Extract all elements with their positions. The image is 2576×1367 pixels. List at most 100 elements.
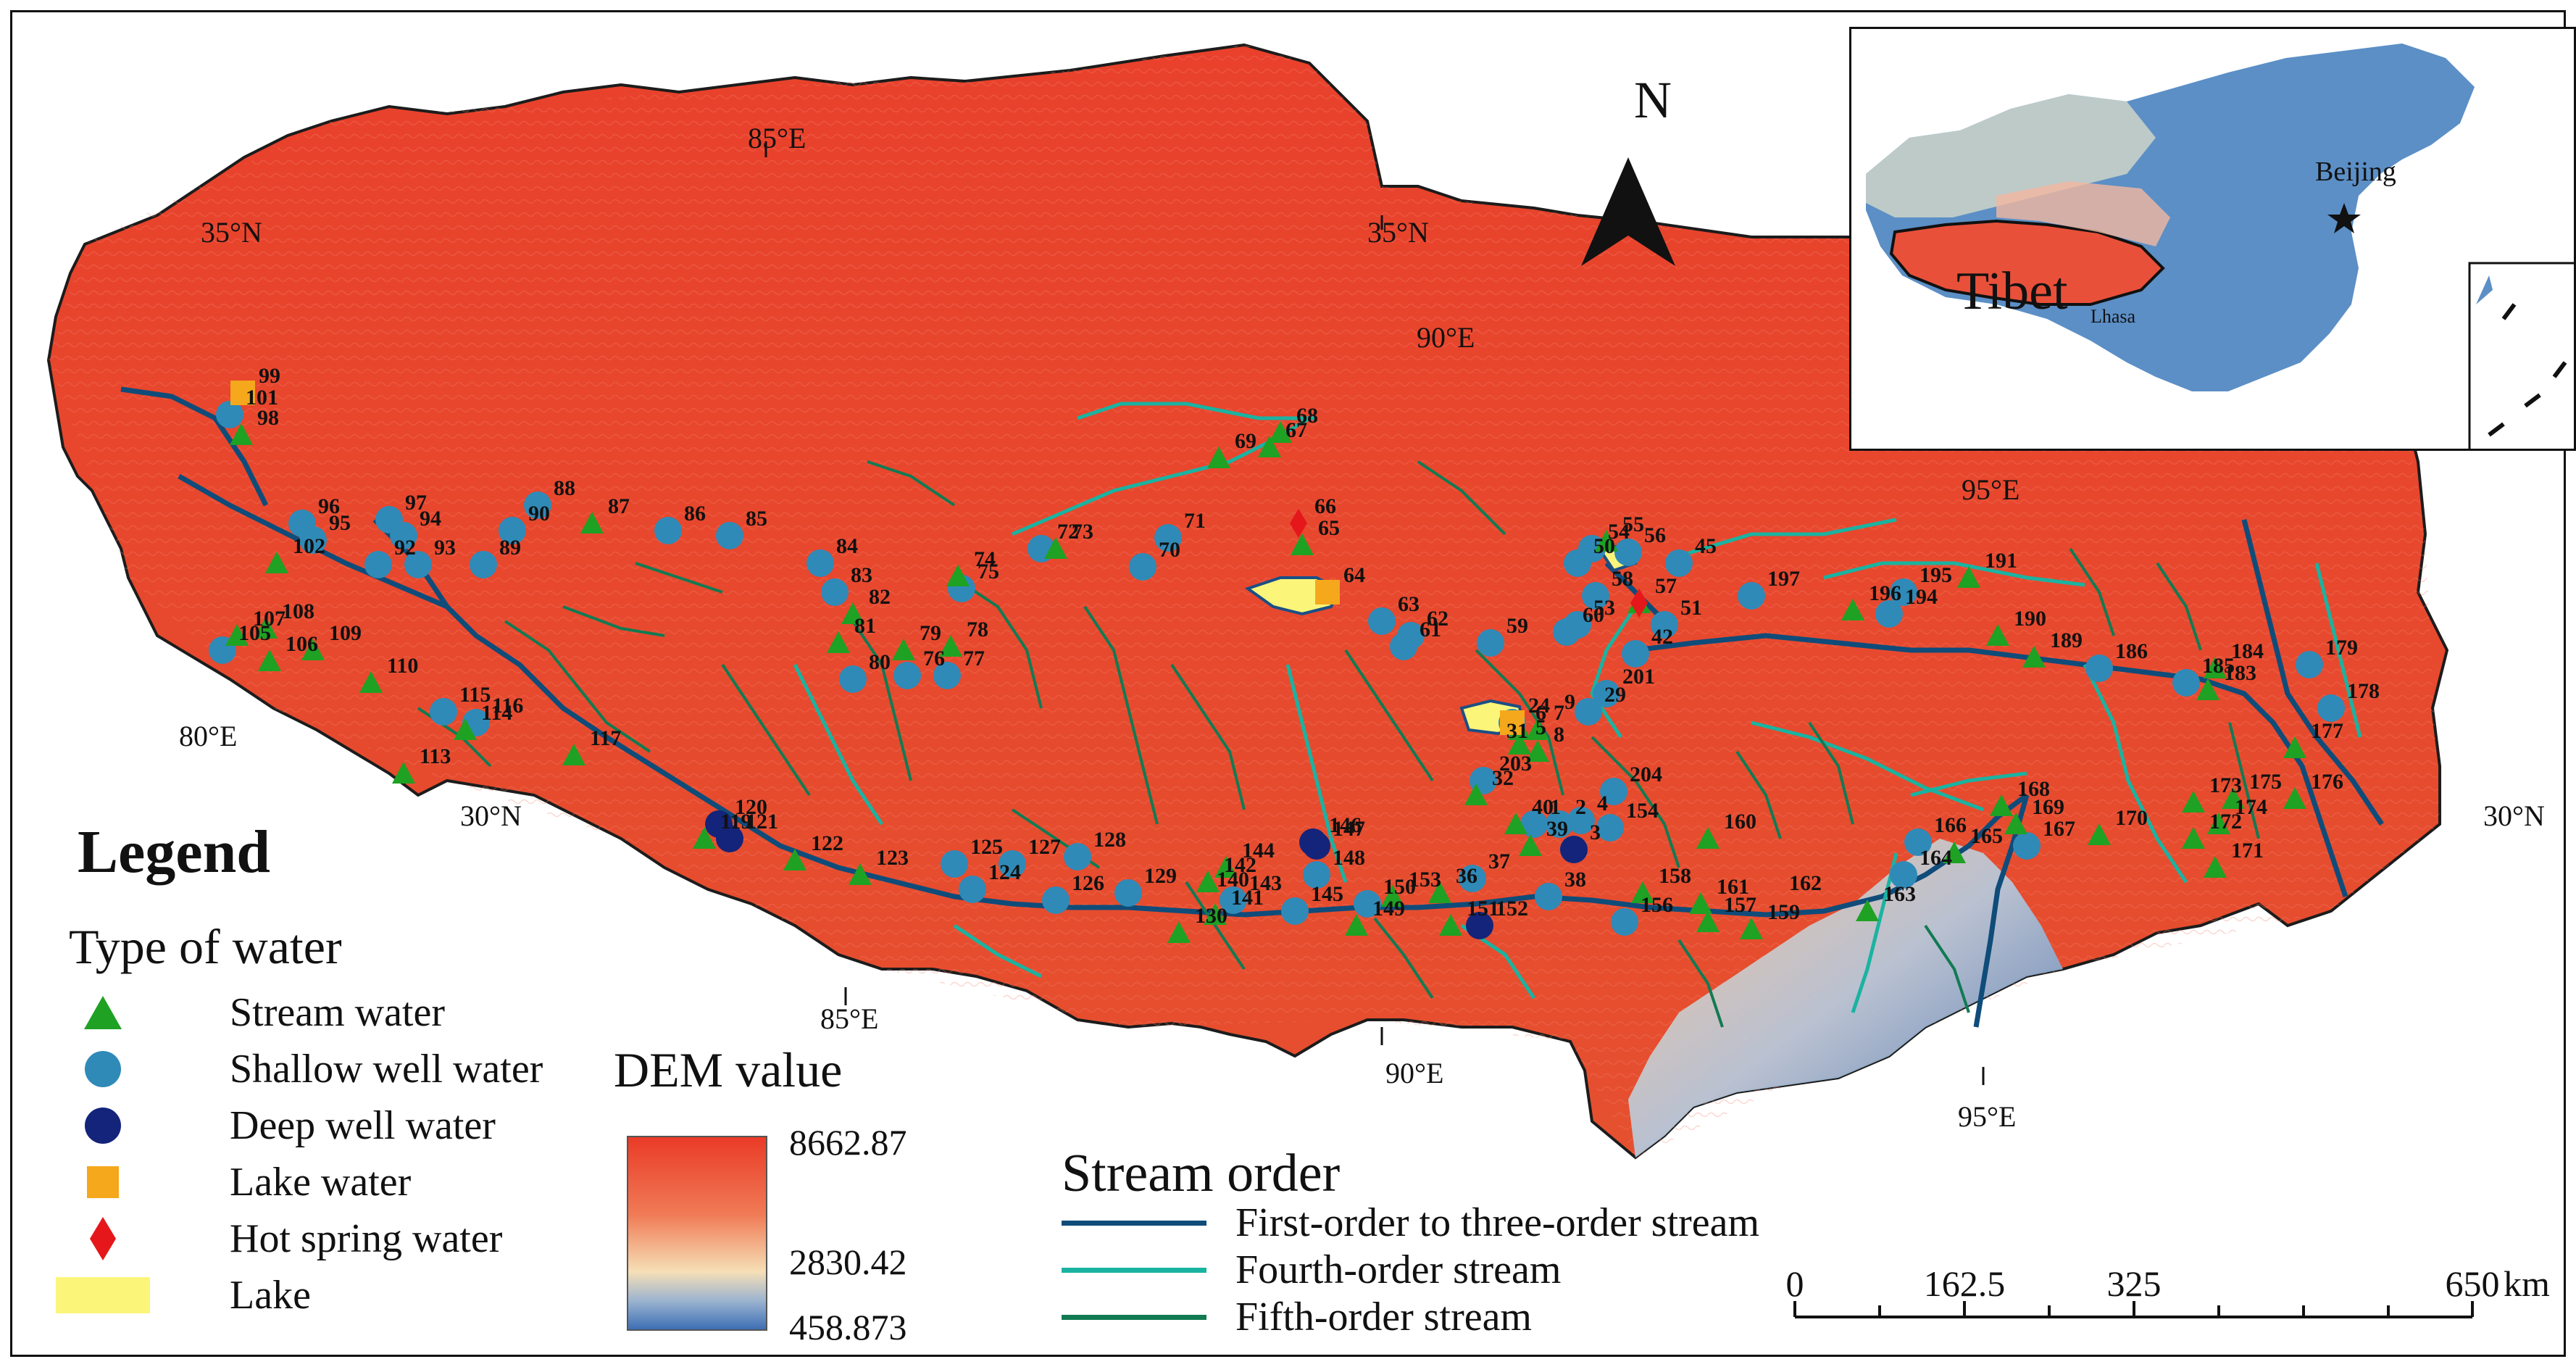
sample-label: 116 xyxy=(492,694,523,718)
sample-label: 177 xyxy=(2311,719,2343,743)
stream-water-point xyxy=(580,512,604,533)
sample-label: 121 xyxy=(746,810,778,834)
shallow-well-point xyxy=(1520,810,1548,838)
sample-label: 74 xyxy=(974,547,996,571)
sample-label: 129 xyxy=(1144,864,1177,888)
inset-tibet-label: Tibet xyxy=(1956,262,2068,321)
legend-label-shallow: Shallow well water xyxy=(230,1047,543,1092)
sample-label: 156 xyxy=(1641,893,1673,917)
shallow-well-point xyxy=(716,522,743,549)
sample-label: 65 xyxy=(1318,516,1340,540)
china-inset-map: Tibet Lhasa Beijing xyxy=(1849,27,2576,451)
sample-label: 146 xyxy=(1329,813,1362,837)
sample-label: 163 xyxy=(1883,882,1916,906)
stream-label-first: First-order to three-order stream xyxy=(1235,1200,1760,1245)
shallow-well-point xyxy=(1064,843,1091,871)
sample-label: 36 xyxy=(1456,864,1477,888)
sample-label: 85 xyxy=(746,507,767,531)
shallow-well-point xyxy=(216,401,243,428)
shallow-well-point xyxy=(1281,897,1309,925)
stream-water-point xyxy=(1943,842,1966,863)
triangle-icon xyxy=(56,987,150,1038)
sample-label: 31 xyxy=(1506,719,1528,743)
legend-label-deep: Deep well water xyxy=(230,1103,496,1148)
legend-row-shallow: Shallow well water xyxy=(56,1044,543,1094)
lat-label-30-left: 30°N xyxy=(460,799,522,832)
sample-label: 101 xyxy=(246,386,278,410)
stream-water-point xyxy=(2004,813,2027,834)
stream-water-point xyxy=(1204,903,1227,925)
stream-water-point xyxy=(1381,885,1404,907)
lat-label-35-left: 35°N xyxy=(201,216,262,249)
square-icon xyxy=(56,1157,150,1208)
sample-label: 160 xyxy=(1724,810,1756,834)
stream-water-point xyxy=(1957,566,1980,588)
hot-spring-point xyxy=(1630,589,1648,618)
stream-water-point xyxy=(2182,791,2205,813)
sample-label: 174 xyxy=(2235,795,2267,819)
sample-label: 166 xyxy=(1934,813,1967,837)
sample-label: 56 xyxy=(1644,523,1666,547)
shallow-well-point xyxy=(806,549,834,577)
shallow-well-point xyxy=(1596,814,1624,842)
low-elevation-region xyxy=(1628,839,2063,1158)
shallow-well-point xyxy=(2172,669,2200,697)
shallow-well-point xyxy=(430,698,457,726)
legend-row-stream: Stream water xyxy=(56,987,445,1038)
sample-label: 142 xyxy=(1224,853,1256,877)
sample-label: 70 xyxy=(1159,538,1180,562)
sample-label: 45 xyxy=(1695,534,1717,558)
major-streams xyxy=(120,386,2384,1028)
sample-label: 151 xyxy=(1467,897,1499,921)
sample-label: 158 xyxy=(1659,864,1691,888)
sample-label: 87 xyxy=(608,494,630,518)
sample-label: 164 xyxy=(1920,846,1952,870)
stream-water-point xyxy=(265,552,288,573)
stream-water-point xyxy=(454,718,477,740)
shallow-well-point xyxy=(1890,578,1917,606)
shallow-well-point xyxy=(1129,553,1156,581)
stream-water-point xyxy=(301,639,325,660)
sample-label: 97 xyxy=(405,491,427,515)
deep-well-point xyxy=(716,825,743,852)
shallow-well-point xyxy=(821,578,849,606)
lon-label-95-top: 95°E xyxy=(1962,473,2020,506)
scale-label-162: 162.5 xyxy=(1923,1263,2006,1304)
shallow-well-point xyxy=(1593,680,1620,707)
sample-label: 106 xyxy=(285,632,318,656)
sample-label: 2 xyxy=(1575,795,1586,819)
sample-label: 143 xyxy=(1249,871,1282,895)
sample-label: 66 xyxy=(1314,494,1336,518)
dem-title: DEM value xyxy=(614,1042,843,1097)
sample-label: 190 xyxy=(2014,607,2046,631)
line-icon xyxy=(1062,1267,1206,1273)
shallow-well-point xyxy=(299,526,327,554)
sample-label: 130 xyxy=(1195,904,1227,928)
sample-label: 119 xyxy=(720,810,751,834)
line-icon xyxy=(1062,1220,1206,1226)
sample-label: 153 xyxy=(1409,868,1441,892)
shallow-well-point xyxy=(1600,778,1627,805)
sample-label: 39 xyxy=(1546,817,1568,841)
sample-label: 126 xyxy=(1072,871,1104,895)
stream-water-point xyxy=(2204,657,2227,678)
sample-label: 125 xyxy=(970,835,1003,859)
sample-label: 149 xyxy=(1372,897,1405,921)
shallow-well-point xyxy=(959,876,986,903)
stream-water-point xyxy=(1631,881,1654,903)
north-label: N xyxy=(1634,71,1672,129)
sample-label: 178 xyxy=(2347,679,2380,703)
shallow-well-point xyxy=(1546,810,1573,838)
shallow-well-point xyxy=(1582,582,1609,610)
stream-water-point xyxy=(1196,871,1220,892)
line-icon xyxy=(1062,1314,1206,1320)
stream-water-point xyxy=(254,617,278,639)
dem-color-ramp xyxy=(627,1136,767,1331)
sample-label: 203 xyxy=(1499,752,1532,776)
stream-water-point xyxy=(1439,914,1462,936)
shallow-well-point xyxy=(1114,879,1142,907)
sample-label: 84 xyxy=(836,534,858,558)
sample-label: 147 xyxy=(1333,817,1365,841)
dem-min: 458.873 xyxy=(789,1307,907,1347)
stream-water-point xyxy=(1519,834,1542,856)
